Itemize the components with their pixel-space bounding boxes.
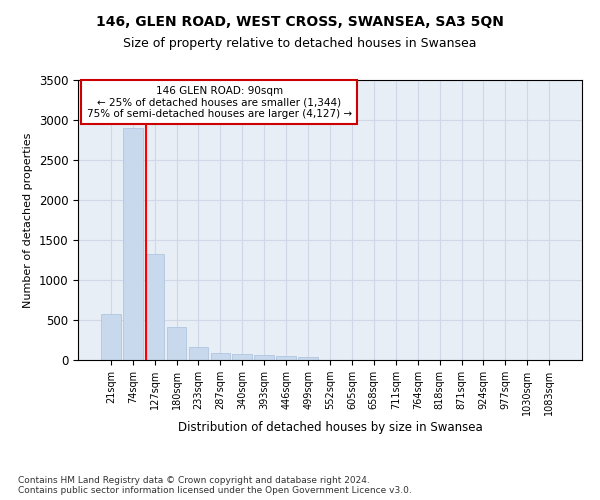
X-axis label: Distribution of detached houses by size in Swansea: Distribution of detached houses by size … [178,420,482,434]
Text: 146, GLEN ROAD, WEST CROSS, SWANSEA, SA3 5QN: 146, GLEN ROAD, WEST CROSS, SWANSEA, SA3… [96,15,504,29]
Bar [276,356,296,360]
Bar [188,347,208,360]
Bar [254,355,274,360]
Bar [298,357,318,360]
Text: Size of property relative to detached houses in Swansea: Size of property relative to detached ho… [123,38,477,51]
Text: Contains HM Land Registry data © Crown copyright and database right 2024.
Contai: Contains HM Land Registry data © Crown c… [18,476,412,495]
Text: 146 GLEN ROAD: 90sqm
← 25% of detached houses are smaller (1,344)
75% of semi-de: 146 GLEN ROAD: 90sqm ← 25% of detached h… [86,86,352,119]
Bar [145,254,164,360]
Y-axis label: Number of detached properties: Number of detached properties [23,132,33,308]
Bar [101,314,121,360]
Bar [211,353,230,360]
Bar [123,128,143,360]
Bar [232,354,252,360]
Bar [167,327,187,360]
